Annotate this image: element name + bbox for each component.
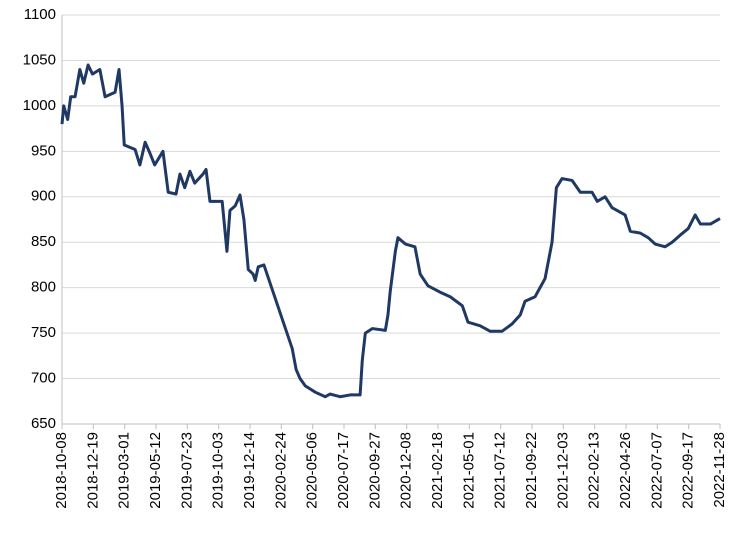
x-tick-label: 2021-12-03 — [554, 432, 571, 509]
x-tick-label: 2021-02-18 — [429, 432, 446, 509]
y-tick-label: 750 — [31, 324, 56, 341]
x-tick-label: 2020-05-06 — [304, 432, 321, 509]
x-tick-label: 2022-02-13 — [586, 432, 603, 509]
data-line — [60, 63, 721, 399]
x-tick-label: 2019-03-01 — [116, 432, 133, 509]
x-tick-label: 2020-02-24 — [272, 432, 289, 509]
y-tick-label: 800 — [31, 279, 56, 296]
x-tick-label: 2018-12-19 — [84, 432, 101, 509]
y-tick-label: 850 — [31, 233, 56, 250]
x-tick-label: 2022-07-07 — [648, 432, 665, 509]
x-tick-label: 2019-05-12 — [147, 432, 164, 509]
x-tick-label: 2021-05-01 — [460, 432, 477, 509]
x-tick-label: 2022-11-28 — [711, 432, 728, 508]
y-tick-label: 700 — [31, 370, 56, 387]
y-tick-label: 900 — [31, 188, 56, 205]
x-tick-label: 2021-09-22 — [523, 432, 540, 509]
x-tick-label: 2022-04-26 — [617, 432, 634, 509]
x-tick-label: 2019-12-14 — [241, 432, 258, 509]
x-tick-label: 2019-10-03 — [210, 432, 227, 509]
y-tick-label: 1050 — [23, 51, 56, 68]
y-tick-label: 950 — [31, 142, 56, 159]
y-tick-label: 1100 — [24, 6, 56, 23]
x-tick-label: 2020-07-17 — [335, 432, 352, 509]
x-tick-label: 2022-09-17 — [680, 432, 697, 509]
x-tick-label: 2020-12-08 — [398, 432, 415, 509]
x-tick-label: 2018-10-08 — [53, 432, 70, 509]
x-tick-label: 2020-09-27 — [366, 432, 383, 509]
y-tick-label: 650 — [31, 415, 56, 432]
y-tick-label: 1000 — [23, 97, 56, 114]
x-tick-label: 2021-07-12 — [492, 432, 509, 509]
x-tick-label: 2019-07-23 — [178, 432, 195, 509]
